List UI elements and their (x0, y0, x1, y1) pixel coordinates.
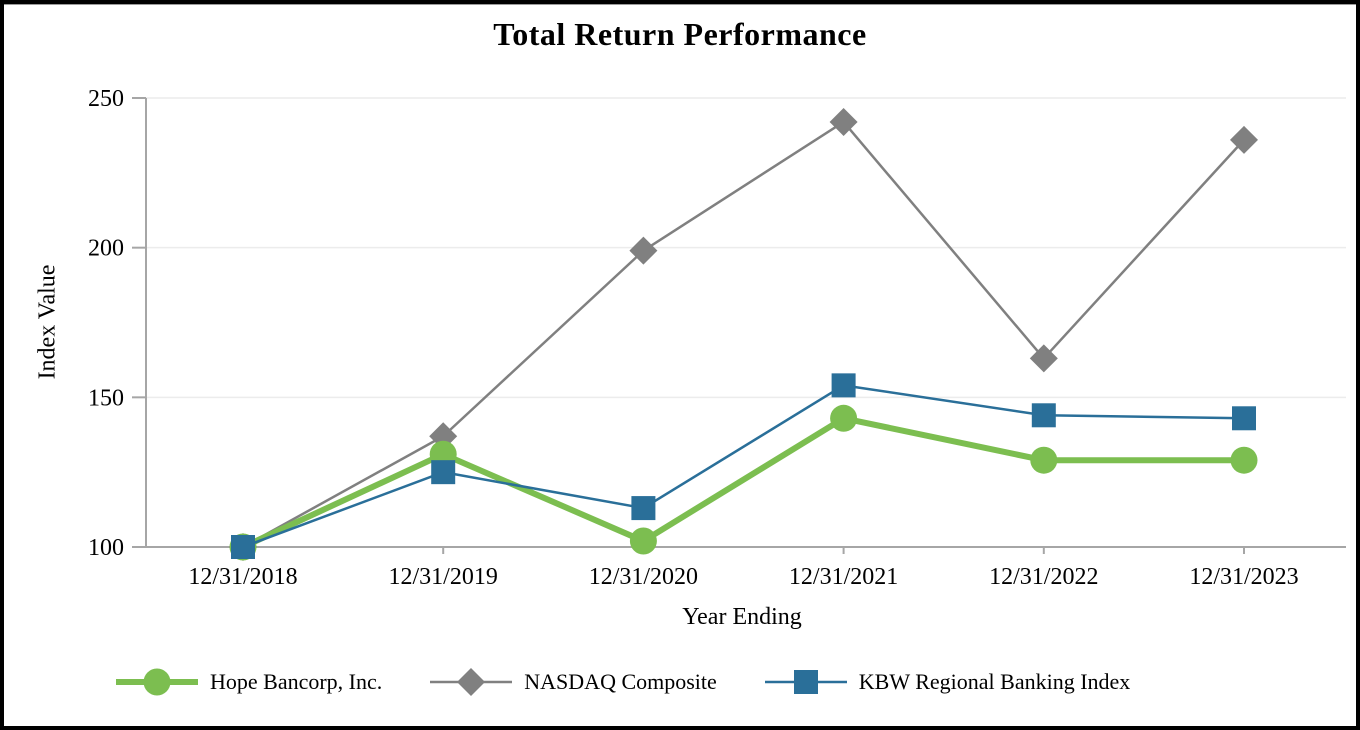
y-axis: 100 150 200 250 (88, 86, 147, 561)
legend-marker-svg (116, 668, 198, 696)
x-tick-label-0: 12/31/2018 (188, 564, 297, 590)
marker-kbw-regional-banking-index-4 (1031, 403, 1056, 428)
legend-marker-svg (764, 670, 847, 694)
marker-kbw-regional-banking-index-3 (831, 373, 856, 398)
legend-circle (143, 668, 171, 696)
marker-kbw-regional-banking-index-2 (631, 496, 656, 521)
x-tick-label-1: 12/31/2019 (389, 564, 498, 590)
legend-diamond (457, 668, 486, 696)
y-tick-label-150: 150 (88, 385, 124, 411)
marker-kbw-regional-banking-index-1 (431, 460, 456, 485)
y-tick-label-200: 200 (88, 236, 124, 262)
legend-entry-hope-bancorp: Hope Bancorp, Inc. (114, 666, 382, 698)
legend-square (793, 670, 818, 694)
y-axis-title: Index Value (34, 264, 61, 380)
x-axis: 12/31/2018 12/31/2019 12/31/2020 12/31/2021… (132, 546, 1346, 590)
diamond-marker-icon (428, 666, 514, 698)
chart-title: Total Return Performance (493, 16, 867, 52)
y-tick-label-100: 100 (88, 535, 124, 561)
marker-nasdaq-composite-3 (829, 107, 858, 136)
legend-label: KBW Regional Banking Index (858, 669, 1131, 694)
series-line-hope-bancorp-inc (241, 415, 1244, 550)
legend-marker-svg (430, 668, 513, 696)
x-axis-title: Year Ending (682, 604, 802, 630)
circle-marker-icon (114, 666, 200, 698)
series-kbw-regional-banking-index (231, 373, 1256, 559)
marker-hope-bancorp-inc-2 (629, 527, 657, 555)
legend-marker-shape (764, 670, 847, 694)
grid-lines (146, 97, 1346, 399)
square-marker-icon (763, 666, 849, 698)
marker-nasdaq-composite-2 (629, 236, 658, 265)
legend-entry-kbw-regional-banking: KBW Regional Banking Index (763, 666, 1131, 698)
legend-marker-shape (430, 668, 513, 696)
x-tick-label-3: 12/31/2021 (789, 564, 898, 590)
x-tick-label-4: 12/31/2022 (989, 564, 1098, 590)
marker-kbw-regional-banking-index-0 (231, 535, 255, 559)
marker-hope-bancorp-inc-3 (830, 404, 858, 432)
legend-entry-nasdaq-composite: NASDAQ Composite (428, 666, 717, 698)
series-line-nasdaq-composite (242, 120, 1245, 549)
marker-hope-bancorp-inc-5 (1230, 446, 1258, 474)
y-tick-label-250: 250 (88, 86, 124, 112)
x-tick-label-2: 12/31/2020 (589, 564, 698, 590)
chart-legend: Hope Bancorp, Inc. NASDAQ Composite KBW … (114, 666, 1130, 698)
marker-hope-bancorp-inc-4 (1030, 446, 1058, 474)
marker-nasdaq-composite-5 (1230, 125, 1258, 154)
legend-label: Hope Bancorp, Inc. (210, 669, 383, 694)
marker-kbw-regional-banking-index-5 (1232, 406, 1256, 431)
marker-nasdaq-composite-4 (1029, 344, 1058, 373)
series-hope-bancorp-inc (229, 404, 1258, 561)
legend-marker-shape (116, 668, 198, 696)
legend-label: NASDAQ Composite (524, 669, 717, 694)
series-nasdaq-composite (229, 107, 1258, 561)
figure-inner-border (4, 4, 1356, 5)
series-line-kbw-regional-banking-index (242, 384, 1245, 549)
x-tick-label-5: 12/31/2023 (1189, 564, 1298, 590)
